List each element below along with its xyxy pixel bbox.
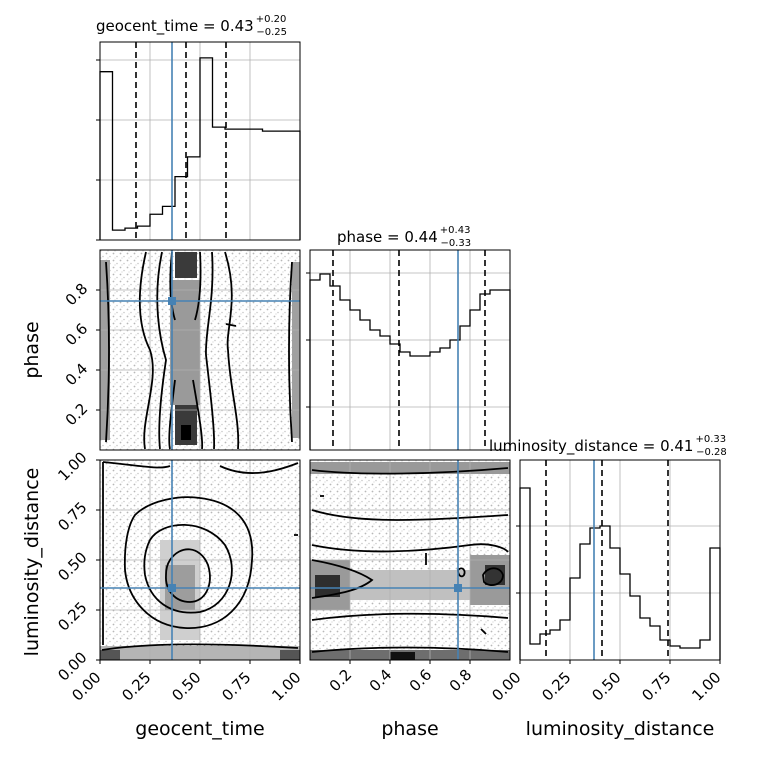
ytick-phase-2: 0.6 [62, 320, 92, 350]
ytick-ld-2: 0.50 [54, 548, 90, 584]
ytick-ld-4: 1.00 [54, 448, 90, 484]
grid-luminosity-distance-vs-phase [310, 460, 510, 660]
panel-phase-hist: phase = 0.44 +0.43 −0.33 [306, 225, 511, 451]
xtick-phase-0: 0.2 [326, 666, 356, 696]
frame-geocent-time-hist [99, 41, 301, 241]
xtick-gt-2: 0.50 [168, 668, 204, 704]
xtick-ld-1: 0.25 [538, 668, 574, 704]
histogram-luminosity-distance [519, 487, 721, 660]
xtick-gt-4: 1.00 [268, 668, 304, 704]
grid-luminosity-distance-hist [520, 460, 720, 660]
xtick-gt-3: 0.75 [218, 668, 254, 704]
xlabel-phase: phase [381, 718, 438, 740]
panel-luminosity-distance-vs-phase: 0.2 0.4 0.6 0.8 phase [309, 459, 511, 740]
xtick-phase-3: 0.8 [446, 666, 476, 696]
xtick-ld-3: 0.75 [638, 668, 674, 704]
truth-marker-phase-geocent-time [168, 297, 176, 305]
ylabel-luminosity-distance: luminosity_distance [21, 468, 43, 657]
panel-luminosity-distance-vs-geocent-time: 0.00 0.25 0.50 0.75 1.00 0.00 0.25 0.50 … [21, 448, 305, 740]
ytick-phase-1: 0.4 [62, 360, 92, 390]
contours-phase-vs-geocent-time [105, 251, 293, 450]
ytick-phase-3: 0.8 [62, 280, 92, 310]
panel-luminosity-distance-hist: 0.00 0.25 0.50 0.75 1.00 luminosity_dist… [488, 434, 726, 740]
ylabel-phase: phase [21, 321, 43, 378]
xtick-phase-2: 0.6 [406, 666, 436, 696]
title-phase: phase = 0.44 +0.43 −0.33 [337, 225, 471, 249]
ytick-ld-3: 0.75 [54, 498, 90, 534]
xtick-phase-1: 0.4 [366, 666, 396, 696]
title-geocent-time: geocent_time = 0.43 +0.20 −0.25 [96, 14, 287, 38]
xtick-ld-4: 1.00 [688, 668, 724, 704]
contours-luminosity-distance-vs-phase [311, 467, 509, 653]
xtick-ld-2: 0.50 [588, 668, 624, 704]
truth-marker-luminosity-distance-phase [454, 584, 462, 592]
ytick-ld-1: 0.25 [54, 598, 90, 634]
panel-geocent-time-hist: geocent_time = 0.43 +0.20 −0.25 [96, 14, 301, 241]
xtick-ld-0: 0.00 [488, 668, 524, 704]
truth-marker-luminosity-distance-geocent-time [168, 584, 176, 592]
contours-luminosity-distance-vs-geocent-time [101, 461, 299, 651]
xlabel-luminosity-distance: luminosity_distance [526, 718, 715, 740]
xlabel-geocent-time: geocent_time [135, 718, 264, 740]
histogram-phase [309, 273, 511, 450]
title-luminosity-distance: luminosity_distance = 0.41 +0.33 −0.28 [489, 434, 727, 458]
panel-phase-vs-geocent-time: 0.2 0.4 0.6 0.8 phase [21, 249, 301, 451]
histogram-geocent-time [99, 57, 301, 240]
grid-phase-hist [310, 250, 510, 450]
ytick-phase-0: 0.2 [62, 400, 92, 430]
xtick-gt-1: 0.25 [118, 668, 154, 704]
